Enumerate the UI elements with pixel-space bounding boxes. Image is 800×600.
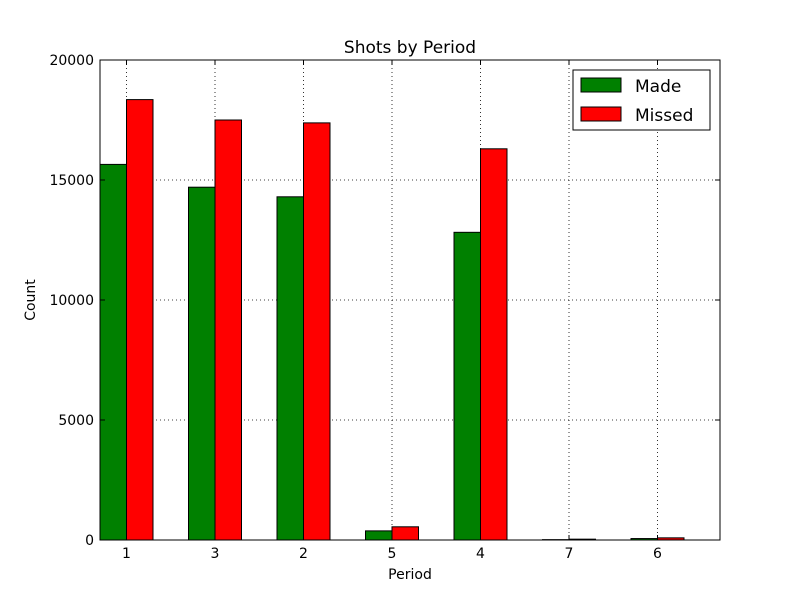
bar-made-period-3 — [188, 186, 216, 541]
legend-swatch-made — [580, 77, 622, 93]
legend-label-made: Made — [635, 77, 681, 97]
axis-ticks — [100, 59, 720, 541]
legend-swatch-missed — [580, 106, 622, 122]
x-tick-label: 3 — [211, 546, 220, 562]
x-tick-label: 7 — [565, 546, 574, 562]
bar-missed-period-3 — [214, 119, 242, 541]
y-tick-labels: 0 5000 10000 15000 20000 — [49, 53, 94, 549]
x-axis-label: Period — [388, 567, 432, 583]
bars — [99, 99, 685, 541]
y-tick-label: 5000 — [58, 413, 94, 429]
bar-missed-period-2 — [303, 122, 331, 541]
x-tick-label: 5 — [388, 546, 397, 562]
bar-missed-period-4 — [480, 148, 508, 541]
bar-made-period-2 — [276, 196, 304, 541]
y-tick-label: 20000 — [49, 53, 94, 69]
y-tick-label: 15000 — [49, 173, 94, 189]
x-tick-label: 6 — [653, 546, 662, 562]
x-tick-label: 1 — [122, 546, 131, 562]
bar-made-period-4 — [453, 231, 481, 541]
x-tick-labels: 1 3 2 5 4 7 6 — [122, 546, 662, 562]
y-axis-label: Count — [23, 279, 39, 321]
y-tick-label: 0 — [85, 533, 94, 549]
x-tick-label: 4 — [476, 546, 485, 562]
legend: Made Missed — [572, 69, 711, 131]
chart-title: Shots by Period — [344, 38, 476, 58]
bar-made-period-5 — [365, 530, 393, 541]
legend-label-missed: Missed — [635, 106, 693, 126]
bar-missed-period-1 — [126, 99, 154, 541]
bar-missed-period-5 — [391, 526, 419, 541]
bar-made-period-1 — [99, 163, 127, 541]
y-tick-label: 10000 — [49, 293, 94, 309]
x-tick-label: 2 — [299, 546, 308, 562]
